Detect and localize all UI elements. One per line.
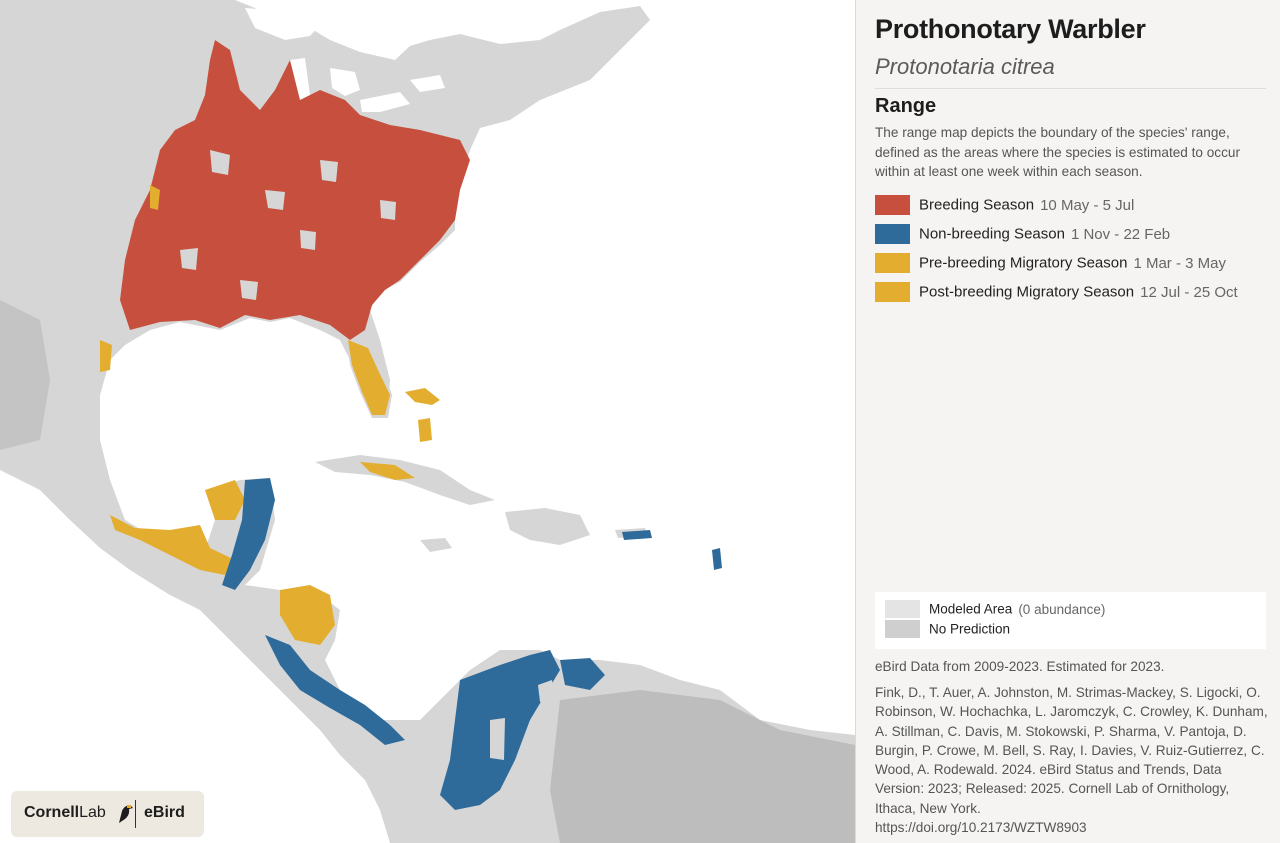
legend-swatch — [885, 600, 920, 618]
migration-range-cuba — [360, 462, 415, 480]
legend-item-nonbreeding[interactable]: Non-breeding Season 1 Nov - 22 Feb — [875, 224, 1238, 253]
cornell-lab-wordmark: CornellLab — [24, 804, 106, 821]
nonbreeding-range-central-america — [265, 635, 405, 745]
legend-dates: 12 Jul - 25 Oct — [1140, 283, 1238, 301]
model-legend-modeled-area: Modeled Area (0 abundance) — [885, 600, 1105, 620]
legend-swatch — [885, 620, 920, 638]
cornell-ebird-logo[interactable]: CornellLab eBird — [11, 791, 204, 837]
legend-label: Pre-breeding Migratory Season — [919, 254, 1128, 272]
bird-icon — [119, 805, 133, 823]
jamaica — [420, 538, 452, 552]
migration-range-honduras — [280, 585, 335, 645]
logo-divider — [135, 800, 136, 828]
legend-note: (0 abundance) — [1018, 601, 1106, 617]
model-legend: Modeled Area (0 abundance) No Prediction — [875, 592, 1266, 649]
legend-item-postbreeding[interactable]: Post-breeding Migratory Season 12 Jul - 2… — [875, 282, 1238, 311]
range-description: The range map depicts the boundary of th… — [875, 125, 1240, 179]
species-scientific-name: Protonotaria citrea — [875, 54, 1055, 79]
legend-swatch — [875, 195, 910, 215]
legend-swatch — [875, 282, 910, 302]
legend-label: Breeding Season — [919, 196, 1035, 214]
map-canvas — [0, 0, 855, 843]
range-heading: Range — [875, 95, 937, 117]
legend-swatch — [875, 224, 910, 244]
legend-swatch — [875, 253, 910, 273]
legend-item-prebreeding[interactable]: Pre-breeding Migratory Season 1 Mar - 3 M… — [875, 253, 1238, 282]
legend-dates: 10 May - 5 Jul — [1040, 196, 1135, 214]
nonbreeding-range-venezuela — [560, 658, 605, 690]
range-map[interactable]: CornellLab eBird — [0, 0, 855, 843]
migration-range-bahamas — [405, 388, 440, 442]
nonbreeding-range-islands — [622, 530, 722, 570]
migration-range-yucatan — [205, 480, 245, 520]
info-panel: Prothonotary Warbler Protonotaria citrea… — [855, 0, 1280, 843]
citation: Fink, D., T. Auer, A. Johnston, M. Strim… — [875, 683, 1271, 837]
citation-text: Fink, D., T. Auer, A. Johnston, M. Strim… — [875, 685, 1268, 816]
nonbreeding-gaps — [490, 680, 555, 760]
migration-range-mexico-gulf — [110, 515, 235, 575]
ebird-wordmark: eBird — [144, 804, 185, 821]
legend-label: Non-breeding Season — [919, 225, 1065, 243]
legend-dates: 1 Mar - 3 May — [1133, 254, 1226, 272]
legend-label: Modeled Area — [929, 601, 1013, 617]
season-legend: Breeding Season 10 May - 5 Jul Non-breedi… — [875, 195, 1238, 311]
legend-dates: 1 Nov - 22 Feb — [1070, 225, 1171, 243]
model-legend-no-prediction: No Prediction — [885, 620, 1010, 640]
legend-item-breeding[interactable]: Breeding Season 10 May - 5 Jul — [875, 195, 1238, 224]
cuba — [315, 455, 495, 505]
migration-range-east-coast — [100, 185, 160, 372]
south-america-relief — [550, 690, 855, 843]
nonbreeding-range-yucatan — [222, 478, 275, 590]
data-source-note: eBird Data from 2009-2023. Estimated for… — [875, 659, 1165, 674]
legend-label: No Prediction — [929, 621, 1011, 637]
hispaniola — [505, 508, 590, 545]
breeding-range — [120, 40, 470, 340]
species-common-name: Prothonotary Warbler — [875, 14, 1146, 44]
migration-range-florida — [348, 340, 390, 415]
legend-label: Post-breeding Migratory Season — [919, 283, 1135, 301]
western-relief — [0, 300, 50, 450]
divider — [875, 88, 1266, 89]
doi-link[interactable]: https://doi.org/10.2173/WZTW8903 — [875, 820, 1087, 836]
